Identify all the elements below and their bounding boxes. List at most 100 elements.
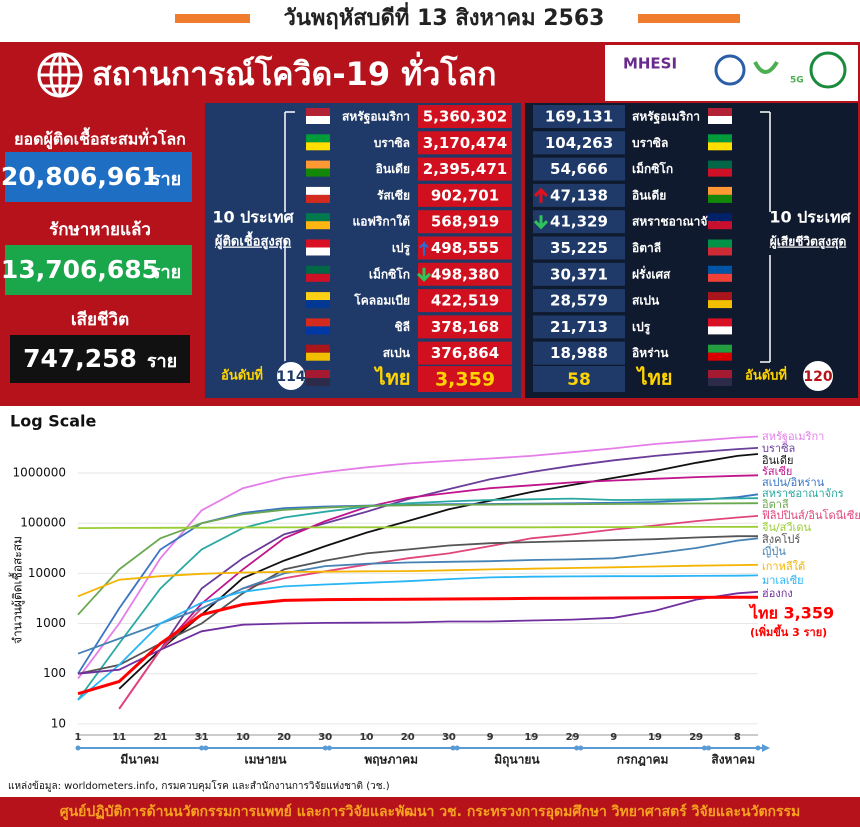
x-tick-label: 19 [648,732,662,743]
bracket [284,111,295,363]
flag [708,370,732,378]
unit: ราย [147,351,177,372]
case-value: 902,701 [431,186,499,204]
main-title: สถานการณ์โควิด-19 ทั่วโลก [92,51,497,93]
rank-label: อันดับที่ [745,366,787,384]
value-box [533,315,625,339]
flag [708,247,732,256]
value-box [533,210,625,234]
country-name: ชิลี [395,320,411,334]
month-label: มิถุนายน [494,753,540,768]
series-label: ไทย 3,359 [748,604,834,623]
month-label: พฤษภาคม [364,753,418,767]
flag [708,168,732,177]
series-label: จีน/สวีเดน [761,521,811,534]
month-edge [574,745,580,751]
y-tick-label: 1000000 [13,466,66,480]
country-name: บราซิล [374,136,410,150]
value-box [533,131,625,155]
series-line [159,447,759,651]
country-name: เปรู [632,320,651,335]
arrow-up [419,241,429,256]
recovered-box [5,245,192,295]
flag [306,213,330,222]
flag [708,326,732,335]
x-tick-label: 30 [318,732,332,743]
x-tick-label: 8 [734,732,741,743]
series-label: เกาหลีใต้ [762,560,805,573]
series-line [77,537,759,655]
flag [306,352,330,361]
logo-icon [809,51,847,89]
value-box [418,105,512,128]
flag [306,265,330,274]
thai-note: (เพิ่มขึ้น 3 ราย) [750,624,827,639]
thai-value: 3,359 [435,369,495,391]
death-value: 30,371 [550,265,608,283]
flag [306,186,330,195]
flag [708,239,732,248]
flag [708,292,732,301]
flag [306,142,330,151]
series-line [77,590,759,675]
source: แหล่งข้อมูล: worldometers.info, กรมควบคุ… [8,779,390,792]
country-name: อินเดีย [632,188,666,202]
x-tick-label: 9 [487,732,494,743]
x-tick-label: 1 [75,732,82,743]
flag [708,344,732,353]
flag [306,160,330,169]
month-label: มีนาคม [120,753,159,767]
flag [306,134,330,143]
flag [708,186,732,195]
x-tick-label: 29 [689,732,703,743]
logo-icon [753,60,779,74]
value-box [533,105,625,128]
country-name: รัสเซีย [377,188,410,202]
country-name: เปรู [392,241,411,256]
cases-value: 20,806,961 [1,162,159,191]
country-name: สหรัฐอเมริกา [632,110,700,125]
deaths-value: 747,258 [23,344,137,373]
series-line [77,525,759,529]
death-value: 18,988 [550,344,608,362]
country-name: โคลอมเบีย [353,293,410,308]
value-box [418,236,512,260]
series-label: รัสเซีย [762,465,792,478]
case-value: 422,519 [431,292,499,310]
arrow-down [533,215,549,230]
series-line [77,574,759,701]
flag [708,221,732,230]
series-label: อินเดีย [762,454,794,467]
flag [306,194,330,203]
value-box [418,341,512,365]
country-name: ฝรั่งเศส [632,265,671,281]
flag [708,160,732,169]
flag [708,300,732,309]
death-value: 41,329 [550,213,608,231]
flag [306,221,330,230]
flag [306,318,330,327]
flag [306,239,330,248]
deaths-label: เสียชีวิต [71,309,129,330]
flag [708,194,732,203]
case-value: 376,864 [431,344,499,362]
month-edge [578,745,584,751]
value-box [418,262,512,286]
case-value: 5,360,302 [423,108,507,126]
x-tick-label: 20 [401,732,415,743]
value-box [533,289,625,313]
chart-title: Log Scale [10,412,97,431]
country-name: สเปน [383,346,411,360]
month-edge [199,745,205,751]
flag [708,265,732,274]
month-edge [75,745,81,751]
value-box [418,131,512,155]
case-value: 2,395,471 [423,160,507,178]
country-name: สเปน [632,294,660,308]
death-value: 21,713 [550,318,608,336]
month-arrow [762,744,770,752]
x-tick-label: 21 [153,732,167,743]
recovered-label: รักษาหายแล้ว [49,220,151,240]
value-box [533,341,625,365]
